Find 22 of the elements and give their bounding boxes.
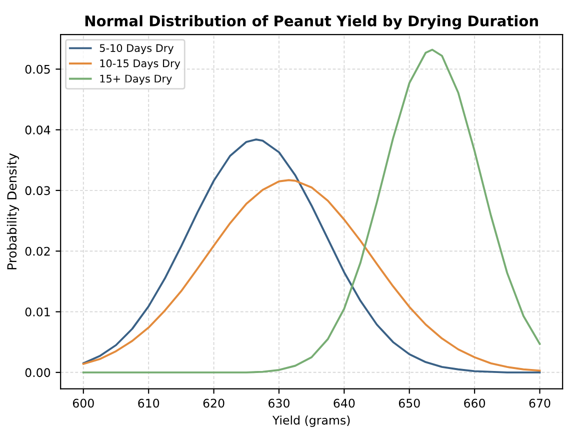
x-tick-label: 620 bbox=[203, 398, 224, 408]
x-tick-label: 660 bbox=[464, 398, 486, 408]
x-tick-label: 650 bbox=[398, 398, 420, 408]
y-axis-title: Probability Density bbox=[6, 153, 20, 270]
x-tick-label: 610 bbox=[138, 398, 160, 408]
y-tick-label: 0.00 bbox=[25, 368, 50, 378]
y-tick-label: 0.02 bbox=[25, 246, 50, 256]
x-tick-label: 600 bbox=[72, 398, 94, 408]
y-tick-label: 0.01 bbox=[25, 307, 50, 316]
legend-label: 15+ Days Dry bbox=[100, 74, 172, 85]
line-series bbox=[82, 179, 541, 372]
line-series bbox=[82, 138, 541, 374]
legend-label: 10-15 Days Dry bbox=[100, 59, 180, 70]
x-axis-title: Yield (grams) bbox=[272, 416, 350, 427]
chart-title: Normal Distribution of Peanut Yield by Drying Duration bbox=[85, 15, 538, 30]
x-tick-label: 670 bbox=[529, 398, 550, 408]
y-tick-label: 0.05 bbox=[25, 64, 50, 74]
x-tick-label: 630 bbox=[268, 398, 290, 408]
legend-label: 5-10 Days Dry bbox=[100, 44, 174, 54]
y-tick-label: 0.04 bbox=[25, 126, 50, 134]
y-tick-label: 0.03 bbox=[25, 186, 50, 196]
x-tick-label: 640 bbox=[334, 398, 355, 408]
